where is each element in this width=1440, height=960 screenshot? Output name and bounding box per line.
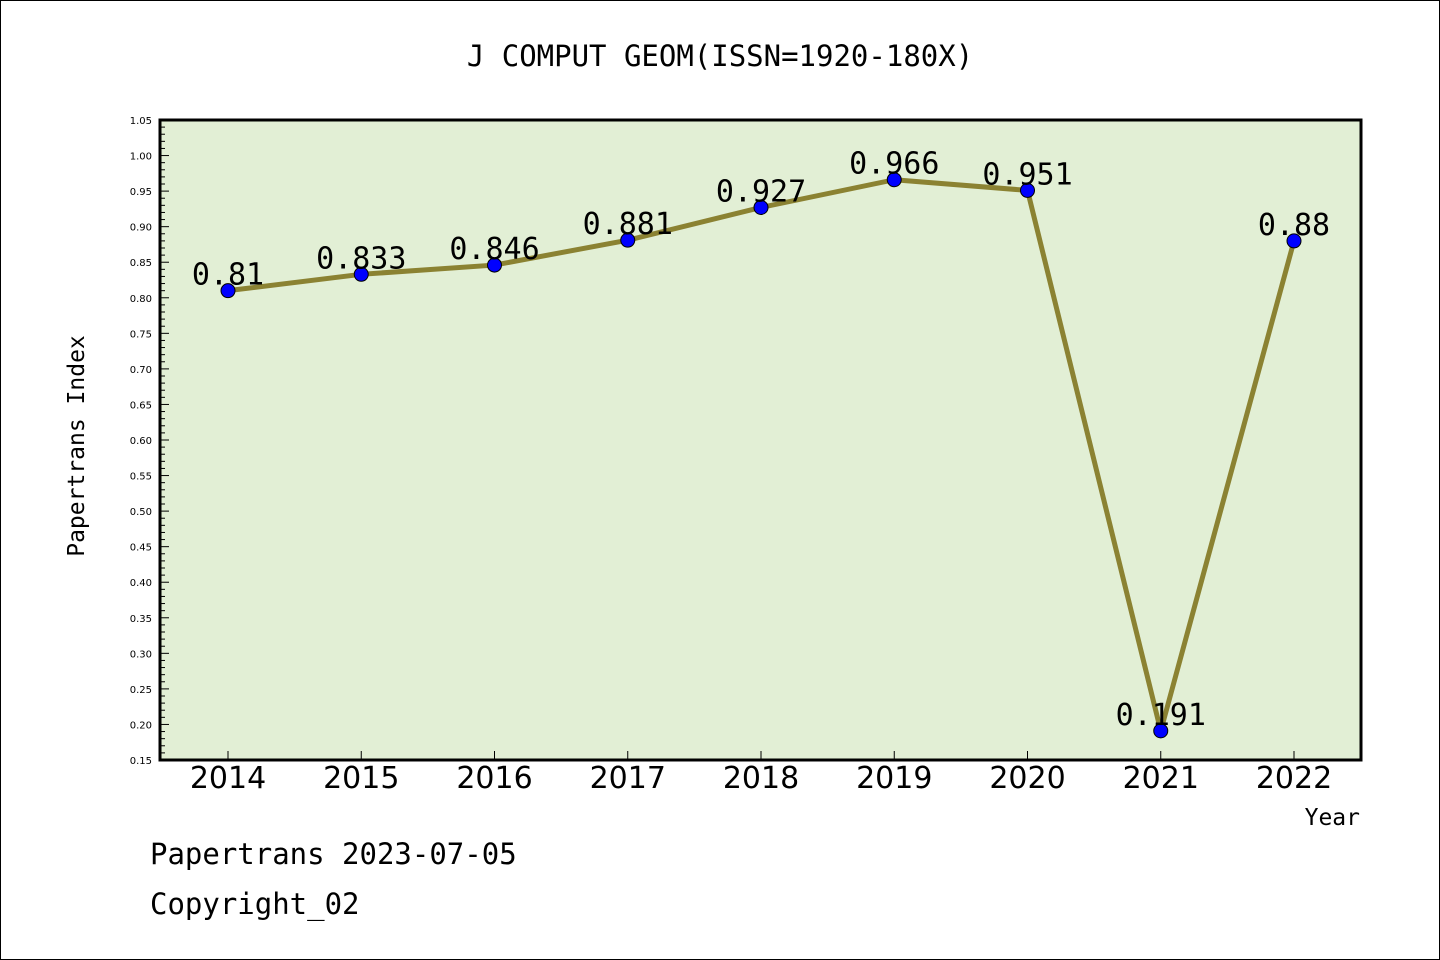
data-label: 0.927 xyxy=(716,174,806,209)
y-tick-label: 0.95 xyxy=(130,187,152,198)
x-axis-label: Year xyxy=(1305,805,1360,831)
x-tick-label: 2015 xyxy=(323,761,399,796)
y-tick-label: 0.70 xyxy=(130,365,152,376)
data-point xyxy=(1286,233,1302,249)
data-label: 0.846 xyxy=(449,232,539,267)
data-point xyxy=(487,257,502,273)
y-tick-label: 0.75 xyxy=(130,329,152,340)
y-axis-ticks: 0.15 0.20 0.25 0.30 0.35 0.40 0.45 0.50 0.55 0.60… xyxy=(130,116,169,767)
y-tick-label: 0.40 xyxy=(130,578,152,589)
y-tick-label: 0.25 xyxy=(130,685,152,696)
y-tick-label: 0.15 xyxy=(130,756,152,767)
data-point xyxy=(1153,723,1169,739)
plot-area xyxy=(158,118,1363,762)
y-tick-label: 0.45 xyxy=(130,543,152,554)
data-label: 0.881 xyxy=(583,207,673,242)
y-tick-label: 0.60 xyxy=(130,436,152,447)
y-tick-label: 1.05 xyxy=(130,116,152,127)
y-tick-label: 0.85 xyxy=(130,258,152,269)
y-tick-label: 0.80 xyxy=(130,294,152,305)
y-tick-label: 0.65 xyxy=(130,400,152,411)
x-tick-label: 2021 xyxy=(1123,761,1199,796)
y-axis-label: Papertrans Index xyxy=(64,335,90,557)
y-tick-label: 0.35 xyxy=(130,614,152,625)
x-tick-label: 2020 xyxy=(989,761,1065,796)
data-label: 0.191 xyxy=(1116,698,1206,733)
y-tick-label: 0.90 xyxy=(130,223,152,234)
data-point xyxy=(1020,182,1035,198)
x-tick-label: 2016 xyxy=(456,761,532,796)
footer-copyright: Copyright_02 xyxy=(150,887,360,922)
y-tick-label: 1.00 xyxy=(130,152,152,163)
data-point xyxy=(620,232,636,248)
data-points xyxy=(220,172,1302,739)
data-label: 0.966 xyxy=(849,147,939,182)
footer-date: Papertrans 2023-07-05 xyxy=(150,837,517,871)
data-label: 0.833 xyxy=(316,241,406,276)
data-label: 0.81 xyxy=(192,258,264,293)
y-tick-label: 0.55 xyxy=(130,472,152,483)
x-tick-label: 2017 xyxy=(590,761,666,796)
x-tick-label: 2022 xyxy=(1256,761,1332,796)
y-tick-label: 0.50 xyxy=(130,507,152,518)
data-label: 0.951 xyxy=(982,157,1072,192)
data-label: 0.88 xyxy=(1258,208,1330,243)
chart-title: J COMPUT GEOM(ISSN=1920-180X) xyxy=(467,39,973,73)
data-point xyxy=(753,199,769,215)
data-point xyxy=(220,283,236,299)
y-tick-label: 0.30 xyxy=(130,649,152,660)
x-tick-label: 2018 xyxy=(723,761,799,796)
data-labels: 0.81 0.833 0.846 0.881 0.927 0.966 0.951 0.191 0… xyxy=(192,147,1330,733)
x-tick-label: 2019 xyxy=(856,761,932,796)
y-tick-label: 0.20 xyxy=(130,720,152,731)
data-point xyxy=(886,172,902,188)
x-tick-label: 2014 xyxy=(190,761,266,796)
x-axis-ticks: 2014 2015 2016 2017 2018 2019 2020 2021 2022 xyxy=(190,751,1332,796)
data-point xyxy=(353,266,369,282)
